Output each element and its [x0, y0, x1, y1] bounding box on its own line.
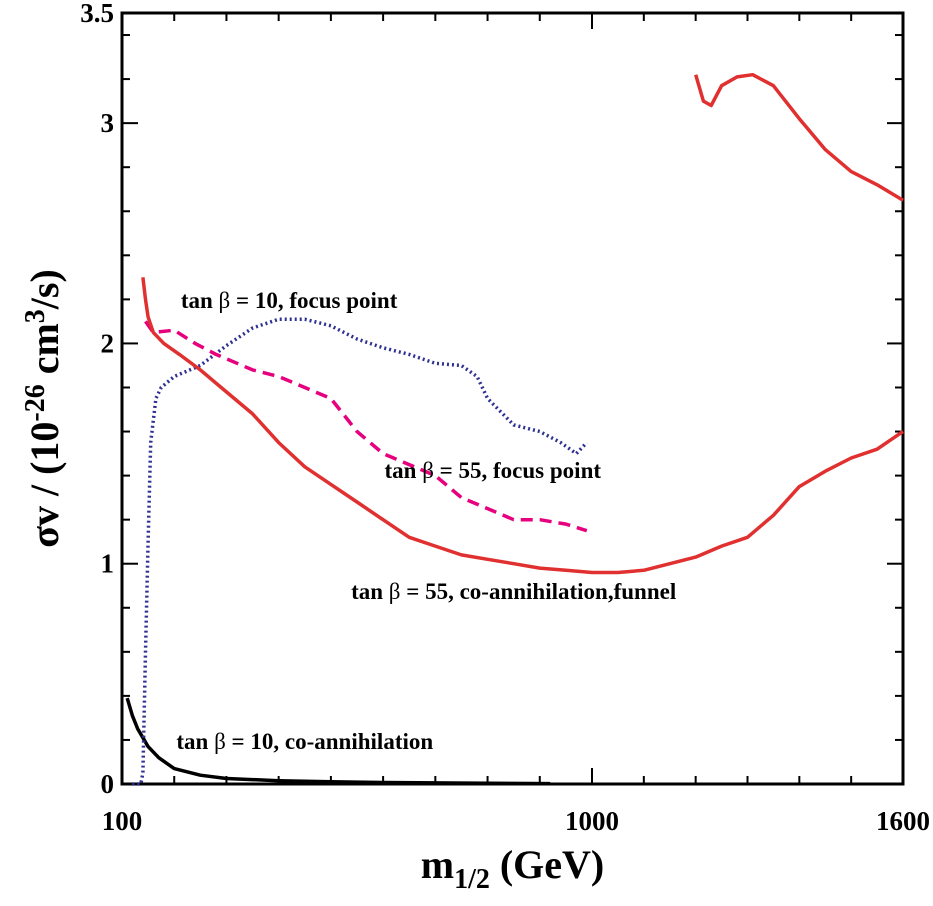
y-tick-label: 1 [101, 549, 115, 579]
annotation-tb55_focus: tan β = 55, focus point [385, 458, 602, 483]
axis-title-layer: m1/2 (GeV) σv / (10-26 cm3/s) [20, 269, 604, 895]
frame-layer [120, 11, 905, 786]
series-line-tb10_coann [125, 697, 551, 786]
series-line-tb55_focus [144, 320, 588, 533]
series-layer [125, 72, 904, 786]
y-tick-label: 3.5 [80, 0, 114, 28]
series-line-tb55_coann_right [694, 72, 904, 202]
y-tick-label: 0 [101, 769, 115, 799]
x-tick-label: 1600 [876, 806, 930, 836]
annotation-tb10_coann: tan β = 10, co-annihilation [176, 729, 433, 754]
x-tick-label: 100 [102, 806, 143, 836]
x-axis-title: m1/2 (GeV) [421, 842, 605, 895]
tick-label-layer: 100 1000 1600 0 1 2 3 3.5 [80, 0, 930, 836]
series-line-tb55_coann_left [141, 277, 904, 575]
annotation-tb10_focus: tan β = 10, focus point [181, 288, 398, 313]
y-tick-label: 2 [101, 328, 115, 358]
series-line-tb10_focus [132, 317, 589, 786]
annotation-tb55_coann: tan β = 55, co-annihilation,funnel [351, 579, 676, 604]
annotation-layer: tan β = 10, focus point tan β = 55, focus… [176, 288, 676, 754]
plot-frame [120, 11, 905, 786]
y-axis-title: σv / (10-26 cm3/s) [20, 269, 67, 548]
y-tick-label: 3 [101, 108, 115, 138]
x-tick-label: 1000 [565, 806, 619, 836]
